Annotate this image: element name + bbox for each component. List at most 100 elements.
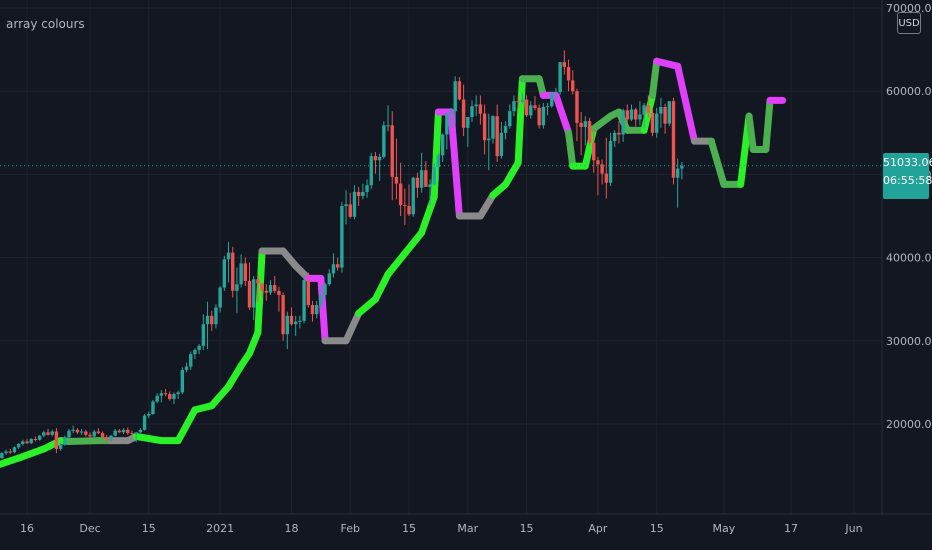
candle-body [675, 168, 680, 178]
trail-segment [317, 274, 329, 345]
candle-body [222, 259, 227, 288]
trail-segment [254, 247, 266, 336]
candle-body [117, 430, 122, 433]
candle-body [398, 183, 403, 206]
candle-body [314, 305, 319, 315]
candle-body [352, 191, 357, 217]
trail-segment [132, 432, 165, 445]
candle-body [558, 62, 562, 93]
candle-body [126, 429, 130, 434]
candle-body [12, 447, 17, 453]
candle-body [42, 432, 46, 436]
trail-segment [208, 383, 233, 410]
candle-body [487, 138, 491, 141]
candle-body [184, 366, 189, 370]
candle-body [37, 435, 42, 440]
candle-body [260, 283, 264, 291]
candle-body [457, 81, 462, 100]
candle-body [436, 155, 441, 167]
candle-body [130, 433, 134, 435]
candle-body [58, 444, 63, 449]
bar-countdown: 06:55:58 [883, 174, 932, 187]
trail-segment [565, 129, 577, 170]
grid [0, 0, 882, 514]
candle-body [293, 321, 298, 325]
x-tick-label: 15 [142, 522, 156, 535]
candle-body [524, 99, 529, 116]
x-tick-label: Dec [79, 522, 100, 535]
x-tick-label: 18 [284, 522, 298, 535]
candle-body [239, 263, 243, 285]
candle-body [63, 437, 67, 445]
candle-body [638, 114, 642, 120]
candle-body [310, 305, 315, 315]
candle-body [642, 105, 646, 115]
candle-body [29, 438, 33, 444]
candle-body [411, 177, 415, 215]
candle-body [419, 170, 424, 188]
trailing-stop-line [0, 57, 787, 468]
candle-body [155, 395, 159, 402]
time-axis[interactable]: 16 Dec 15 2021 18 Feb 15 Mar 15 Apr 15 May 17 Jun [20, 522, 863, 535]
candle-body [394, 176, 399, 184]
candle-body [625, 110, 630, 120]
candle-body [461, 99, 466, 128]
x-tick-label: 15 [402, 522, 416, 535]
candle-body [386, 125, 390, 127]
candle-body [0, 453, 4, 459]
candle-body [566, 67, 571, 81]
candle-body [151, 401, 155, 415]
candle-body [289, 315, 294, 325]
trail-segment [674, 62, 698, 145]
candle-body [281, 295, 285, 335]
candle-body [499, 132, 504, 157]
candle-body [302, 280, 306, 321]
y-tick-label: 20000.00 [886, 418, 932, 431]
trail-segment [0, 454, 23, 468]
x-tick-label: 2021 [206, 522, 234, 535]
candle-body [663, 107, 667, 124]
candle-body [579, 122, 583, 127]
candle-body [243, 263, 248, 281]
candle-body [226, 252, 231, 260]
candle-body [172, 394, 176, 400]
candle-body [75, 429, 80, 433]
currency-button[interactable]: USD [897, 12, 921, 34]
candle-body [503, 126, 508, 133]
candle-body [163, 393, 168, 395]
candle-body [335, 264, 340, 268]
candle-body [659, 107, 663, 114]
study-title[interactable]: array colours [6, 17, 85, 31]
candle-body [369, 156, 373, 186]
trail-segment [225, 362, 245, 391]
trail-segment [174, 406, 199, 445]
last-price-value: 51033.06 [883, 156, 932, 169]
trail-segment [745, 112, 757, 153]
candle-body [306, 280, 310, 306]
x-tick-label: 15 [650, 522, 664, 535]
candle-body [491, 116, 495, 139]
candle-body [613, 132, 617, 142]
trail-segment [65, 437, 102, 445]
trail-segment [246, 328, 262, 357]
candle-body [520, 99, 525, 103]
candle-body [512, 101, 516, 112]
candle-body [382, 125, 386, 157]
candle-body [319, 295, 323, 306]
y-tick-label: 40000.00 [886, 252, 932, 265]
candle-body [529, 105, 533, 116]
candle-body [541, 107, 546, 126]
candle-body [247, 280, 252, 308]
candle-body [79, 431, 84, 433]
candle-body [495, 116, 499, 157]
candle-body [67, 430, 71, 438]
candle-body [210, 315, 214, 325]
x-tick-label: May [712, 522, 735, 535]
candle-body [361, 191, 365, 197]
candle-body [516, 101, 520, 103]
candle-body [268, 285, 273, 293]
candle-body [121, 429, 126, 433]
candle-body [273, 285, 277, 291]
trail-segment [447, 108, 463, 220]
